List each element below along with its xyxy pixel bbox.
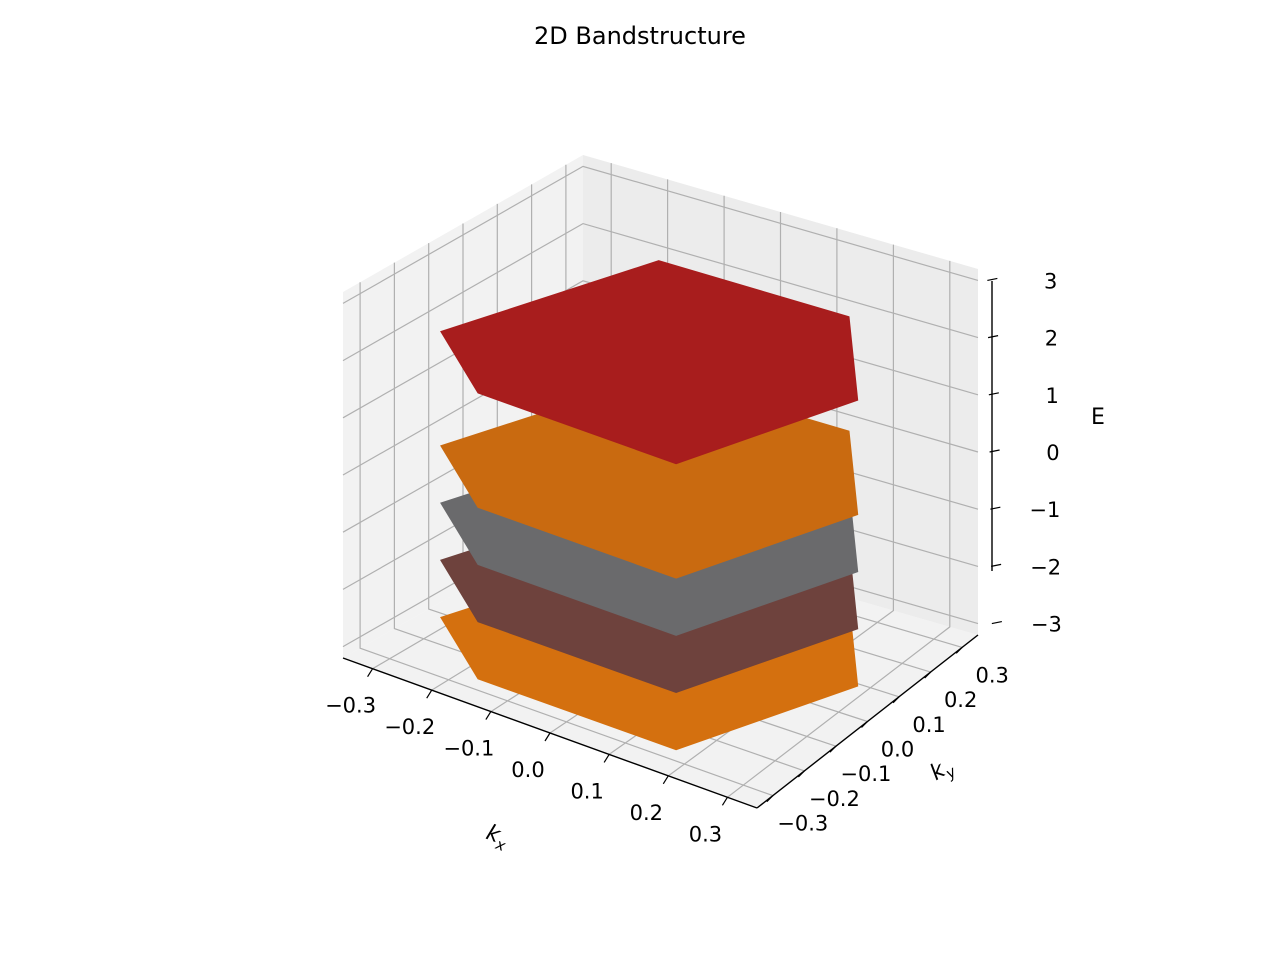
z-tick (989, 449, 1000, 453)
y-tick (955, 646, 963, 654)
z-tick (990, 506, 1001, 510)
y-tick-label: 0.2 (944, 688, 977, 712)
y-tick (861, 721, 868, 728)
grid-line-y (359, 282, 774, 797)
grid-line-z (342, 222, 979, 362)
y-tick-label: 0.1 (912, 713, 945, 737)
z-axis-label: E (1091, 405, 1105, 430)
band-surface-4 (440, 260, 859, 465)
z-tick-label: −1 (1029, 498, 1060, 522)
y-tick (829, 745, 837, 753)
x-tick-label: 0.1 (570, 779, 603, 803)
z-tick (987, 335, 999, 339)
tick-marks (367, 277, 1002, 806)
z-tick (987, 277, 998, 282)
y-tick (766, 795, 774, 803)
energy-bands (440, 260, 859, 751)
x-tick (662, 775, 669, 785)
z-tick (991, 620, 1002, 625)
x-tick (426, 689, 433, 699)
z-tick-label: −2 (1030, 555, 1061, 579)
y-axis-label: ky (926, 753, 961, 790)
y-tick-label: −0.3 (777, 812, 828, 836)
y-tick-label: −0.1 (840, 762, 891, 786)
y-tick-label: 0.0 (881, 738, 914, 762)
x-tick (367, 668, 374, 678)
z-tick-label: −3 (1031, 613, 1062, 637)
y-tick-label: −0.2 (809, 787, 860, 811)
x-tick (603, 754, 610, 763)
chart-title: 2D Bandstructure (534, 22, 746, 50)
x-tick (721, 796, 728, 806)
x-tick-label: 0.2 (630, 801, 663, 825)
x-tick-label: −0.1 (443, 737, 494, 761)
tick-labels: −0.3−0.2−0.10.00.10.20.3 −0.3−0.2−0.10.00… (325, 269, 1062, 846)
y-tick-label: 0.3 (976, 663, 1009, 687)
y-tick (797, 770, 805, 778)
z-tick-label: 0 (1046, 441, 1059, 465)
y-tick (924, 671, 932, 679)
z-tick-label: 2 (1045, 327, 1058, 351)
z-tick (990, 563, 1002, 567)
z-tick (988, 392, 999, 396)
grid-line-z (342, 165, 979, 304)
x-tick (544, 732, 551, 742)
x-axis-label: kx (481, 820, 511, 855)
x-tick-label: −0.2 (384, 715, 435, 739)
y-tick (892, 696, 900, 704)
x-tick-label: 0.0 (511, 758, 544, 782)
x-tick (485, 711, 492, 720)
grid-line-x (727, 260, 951, 798)
x-tick-label: 0.3 (689, 822, 722, 846)
x-tick-label: −0.3 (325, 694, 376, 718)
z-tick-label: 3 (1044, 269, 1057, 293)
z-tick-label: 1 (1045, 384, 1058, 408)
